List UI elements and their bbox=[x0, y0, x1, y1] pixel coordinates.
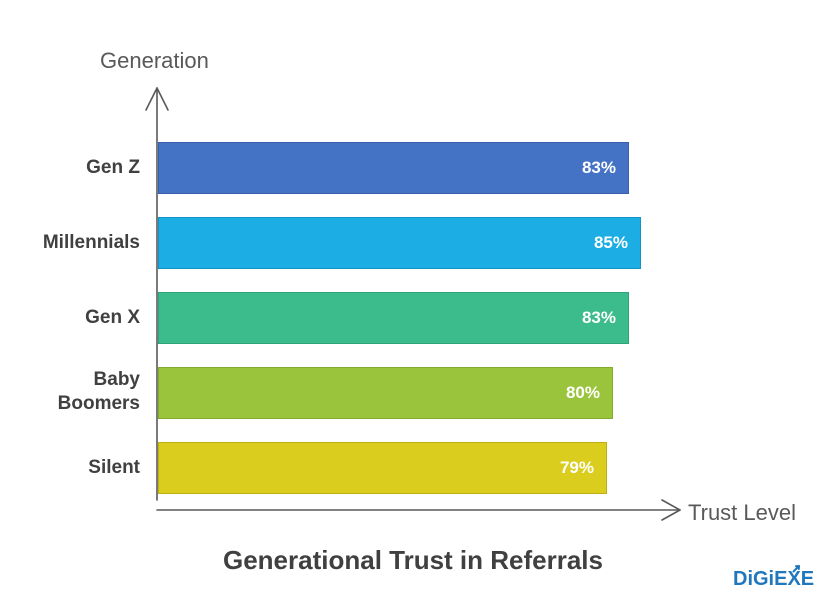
svg-text:DiGiEX: DiGiEX bbox=[733, 568, 801, 590]
svg-text:E: E bbox=[801, 568, 814, 590]
